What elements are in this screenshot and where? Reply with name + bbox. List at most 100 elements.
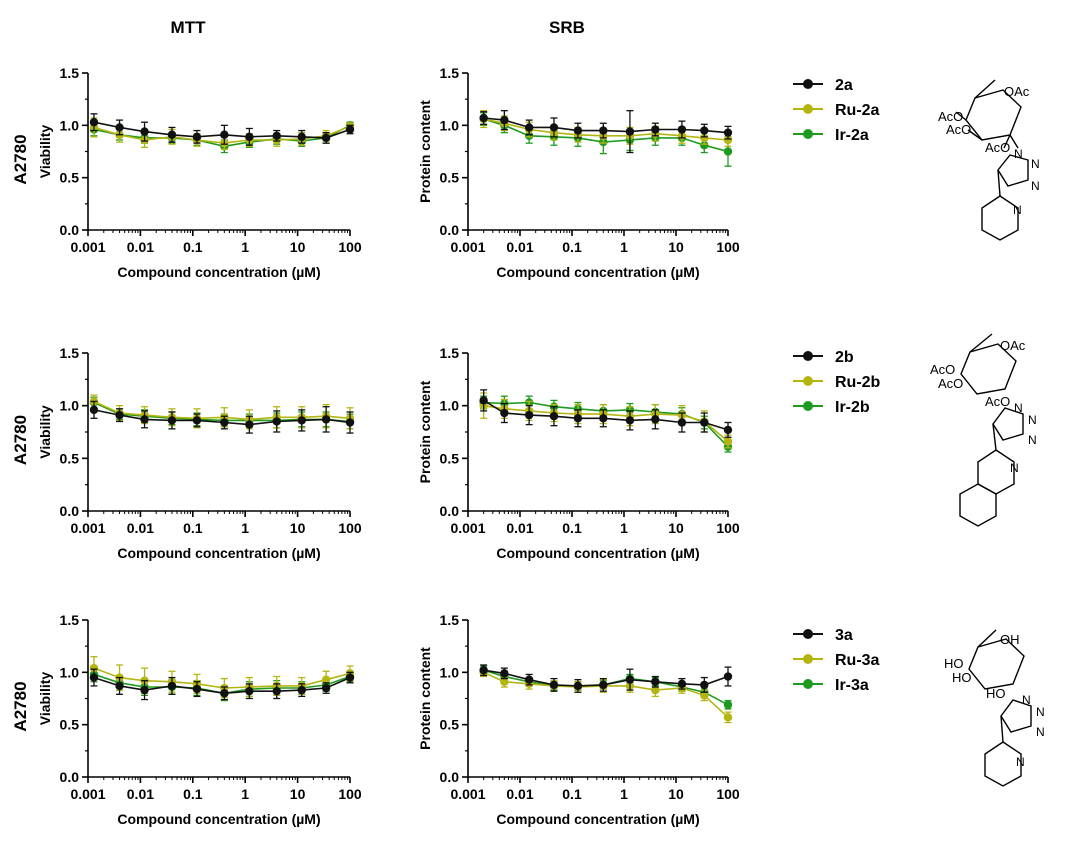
y-tick-label: 1.0 xyxy=(440,117,460,133)
struct-label: N xyxy=(1036,725,1045,739)
structure-2a xyxy=(955,79,1029,241)
data-point xyxy=(89,117,99,127)
data-point xyxy=(220,130,229,139)
struct-label: N xyxy=(1036,705,1045,719)
data-point xyxy=(479,113,488,123)
x-tick-label: 0.01 xyxy=(127,786,154,802)
data-point xyxy=(599,126,608,135)
data-point xyxy=(321,675,331,684)
bond xyxy=(997,169,1001,197)
bond xyxy=(992,423,997,451)
struct-label: OAc xyxy=(1004,84,1030,99)
data-point xyxy=(167,130,177,139)
series-2b xyxy=(479,389,733,438)
y-tick-label: 0.5 xyxy=(440,170,460,186)
struct-label: N xyxy=(1028,413,1037,427)
series-3a xyxy=(89,668,355,701)
bond xyxy=(1000,715,1004,743)
pyranose-ring-2b xyxy=(960,343,1017,395)
struct-label: HO xyxy=(986,686,1006,701)
data-point xyxy=(723,437,733,446)
y-tick-label: 0.5 xyxy=(60,170,80,186)
data-point xyxy=(677,679,687,689)
x-axis-label: Compound concentration (µM) xyxy=(496,545,699,561)
x-tick-label: 0.1 xyxy=(562,786,582,802)
data-point xyxy=(321,133,331,143)
bond xyxy=(967,129,983,141)
struct-label: N xyxy=(1022,693,1031,707)
x-tick-label: 0.01 xyxy=(506,239,533,255)
legend-label: Ru-3a xyxy=(835,652,880,669)
legend-marker xyxy=(803,654,813,664)
data-point xyxy=(677,125,687,134)
legend-marker xyxy=(803,129,813,139)
data-point xyxy=(89,673,99,682)
data-point xyxy=(524,123,534,132)
axes xyxy=(87,620,350,778)
legend-marker xyxy=(803,629,813,639)
data-point xyxy=(345,125,355,134)
x-tick-label: 0.01 xyxy=(506,520,533,536)
y-tick-label: 1.5 xyxy=(60,65,80,81)
data-point xyxy=(192,132,202,142)
struct-label: AcO xyxy=(946,122,971,137)
x-tick-label: 0.01 xyxy=(127,520,154,536)
x-tick-label: 100 xyxy=(338,786,362,802)
data-point xyxy=(245,686,254,696)
data-point xyxy=(192,684,202,694)
y-tick-label: 1.5 xyxy=(440,65,460,81)
legend-label: 2a xyxy=(835,77,853,94)
y-tick-label: 0.0 xyxy=(60,222,80,238)
x-tick-label: 1 xyxy=(620,239,628,255)
y-tick-label: 0.5 xyxy=(60,717,80,733)
data-point xyxy=(272,686,281,696)
data-point xyxy=(549,680,559,690)
structure-3a xyxy=(968,629,1032,787)
data-point xyxy=(549,412,559,421)
x-tick-label: 0.001 xyxy=(450,786,485,802)
struct-label: AcO xyxy=(985,394,1010,409)
data-point xyxy=(297,416,306,425)
data-point xyxy=(625,127,635,136)
column-title: MTT xyxy=(171,18,207,37)
y-tick-label: 0.0 xyxy=(440,222,460,238)
legend-label: Ir-3a xyxy=(835,677,869,694)
chart-mtt-row2: 0.0 0.5 1.0 1.5 0.001 0.01 0.1 1 10 100 Compound c… xyxy=(37,612,362,827)
y-tick-label: 1.0 xyxy=(60,398,80,414)
struct-label: N xyxy=(1014,147,1023,161)
x-tick-label: 1 xyxy=(241,786,249,802)
chart-mtt-row1: 0.0 0.5 1.0 1.5 0.001 0.01 0.1 1 10 100 Compound c… xyxy=(37,345,362,561)
x-tick-label: 0.001 xyxy=(70,520,105,536)
chart-srb-row2: 0.0 0.5 1.0 1.5 0.001 0.01 0.1 1 10 100 Compound c… xyxy=(417,612,740,827)
x-tick-label: 0.1 xyxy=(183,786,203,802)
data-point xyxy=(500,115,509,125)
data-point xyxy=(479,666,488,675)
legend-label: Ir-2b xyxy=(835,399,870,416)
data-point xyxy=(524,410,534,420)
x-tick-label: 0.001 xyxy=(450,239,485,255)
data-point xyxy=(651,685,660,695)
x-tick-label: 100 xyxy=(716,520,740,536)
legend-marker xyxy=(803,679,813,689)
data-point xyxy=(677,418,687,427)
data-point xyxy=(500,677,509,686)
legend-label: Ru-2a xyxy=(835,102,880,119)
pyranose-ring-3a xyxy=(968,638,1025,690)
x-tick-label: 1 xyxy=(620,520,628,536)
data-point xyxy=(321,683,331,693)
bond xyxy=(1009,134,1019,149)
x-tick-label: 10 xyxy=(668,239,684,255)
data-point xyxy=(700,418,709,427)
x-axis-label: Compound concentration (µM) xyxy=(117,811,320,827)
legend-label: Ru-2b xyxy=(835,374,881,391)
y-axis-label: Protein content xyxy=(417,100,433,203)
x-tick-label: 100 xyxy=(338,520,362,536)
bond xyxy=(1003,134,1011,149)
pyridine-ring-3a xyxy=(984,741,1022,787)
data-point xyxy=(723,672,733,681)
x-tick-label: 0.01 xyxy=(506,786,533,802)
x-tick-label: 1 xyxy=(241,520,249,536)
legend-marker xyxy=(803,376,813,386)
y-axis-label: Viability xyxy=(37,672,53,726)
